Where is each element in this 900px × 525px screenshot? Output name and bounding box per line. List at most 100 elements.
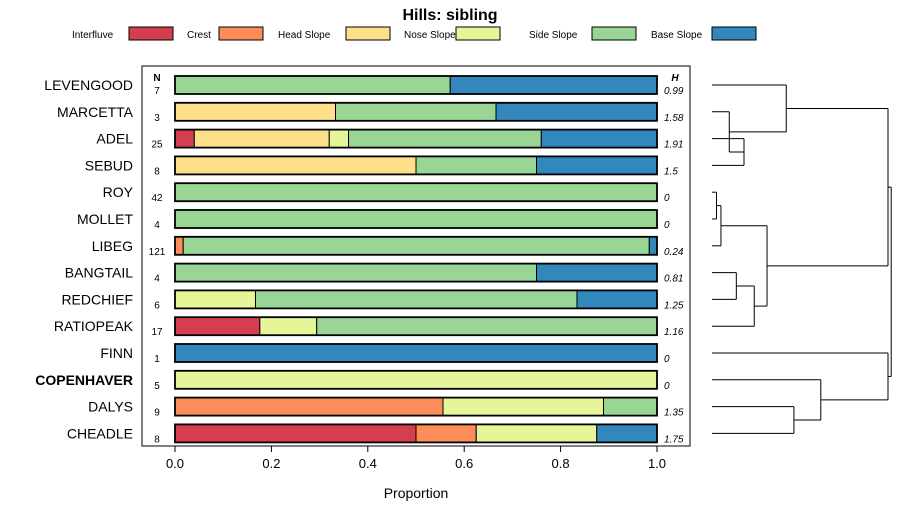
n-value-cheadle: 8 — [154, 434, 160, 445]
bar-segment-redchief-side-slope — [254, 289, 578, 309]
x-tick-label-2: 0.4 — [359, 456, 377, 471]
bar-segment-bangtail-side-slope — [174, 263, 537, 283]
h-column-header: H — [671, 73, 679, 84]
h-value-copenhaver: 0 — [664, 381, 670, 392]
bar-outline-roy — [174, 182, 658, 203]
row-label-redchief: REDCHIEF — [61, 291, 133, 307]
legend-label-nose-slope: Nose Slope — [404, 30, 456, 41]
bar-segment-ratiopeak-interfluve — [174, 316, 261, 336]
n-value-libeg: 121 — [149, 247, 166, 258]
h-value-finn: 0 — [664, 354, 670, 365]
row-label-bangtail: BANGTAIL — [65, 265, 133, 281]
bar-segment-cheadle-crest — [415, 423, 477, 443]
n-value-marcetta: 3 — [154, 113, 160, 124]
legend-swatch-interfluve — [128, 26, 174, 41]
bar-outline-redchief — [174, 289, 658, 310]
bar-segment-cheadle-base-slope — [596, 423, 658, 443]
bar-segment-copenhaver-nose-slope — [174, 370, 658, 390]
bar-segment-cheadle-nose-slope — [475, 423, 598, 443]
row-label-cheadle: CHEADLE — [67, 425, 133, 441]
row-label-ratiopeak: RATIOPEAK — [54, 318, 134, 334]
bar-segment-sebud-side-slope — [415, 155, 537, 175]
bar-segment-marcetta-side-slope — [335, 102, 497, 122]
bar-segment-sebud-head-slope — [174, 155, 417, 175]
x-tick-label-0: 0.0 — [166, 456, 184, 471]
bar-outline-levengood — [174, 75, 658, 95]
n-value-bangtail: 4 — [154, 274, 160, 285]
bar-segment-libeg-crest — [174, 236, 184, 256]
bar-segment-redchief-base-slope — [576, 289, 658, 309]
bar-segment-mollet-side-slope — [174, 209, 658, 229]
bar-segment-libeg-side-slope — [182, 236, 650, 256]
dendrogram — [712, 84, 892, 434]
bar-segment-levengood-side-slope — [174, 75, 451, 95]
n-value-dalys: 9 — [154, 408, 160, 419]
legend-label-side-slope: Side Slope — [529, 30, 578, 41]
legend-label-head-slope: Head Slope — [278, 30, 331, 41]
n-value-sebud: 8 — [154, 166, 160, 177]
x-tick-label-4: 0.8 — [552, 456, 570, 471]
bar-segment-dalys-side-slope — [602, 397, 658, 417]
n-value-adel: 25 — [151, 140, 163, 151]
row-label-marcetta: MARCETTA — [57, 104, 134, 120]
bar-outline-dalys — [174, 396, 658, 417]
bar-segment-levengood-base-slope — [449, 75, 658, 95]
legend-swatch-base-slope — [711, 26, 757, 41]
legend-label-crest: Crest — [187, 30, 211, 41]
row-label-copenhaver: COPENHAVER — [35, 372, 133, 388]
h-value-marcetta: 1.58 — [664, 113, 684, 124]
bar-outline-bangtail — [174, 262, 658, 283]
bar-segment-marcetta-head-slope — [174, 102, 337, 122]
bar-outline-libeg — [174, 235, 658, 256]
bar-segment-bangtail-base-slope — [536, 263, 658, 283]
bar-segment-marcetta-base-slope — [495, 102, 658, 122]
h-value-dalys: 1.35 — [664, 408, 684, 419]
chart-title: Hills: sibling — [402, 7, 497, 24]
bar-outline-adel — [174, 128, 658, 149]
bar-segment-redchief-nose-slope — [174, 289, 256, 309]
legend: Interfluve Crest Head Slope Nose Slope Side … — [72, 26, 757, 41]
row-label-adel: ADEL — [96, 131, 133, 147]
x-tick-label-5: 1.0 — [648, 456, 666, 471]
bar-segment-libeg-base-slope — [648, 236, 658, 256]
bar-outline-marcetta — [174, 101, 658, 122]
legend-label-base-slope: Base Slope — [651, 30, 703, 41]
bar-segment-ratiopeak-nose-slope — [259, 316, 318, 336]
row-label-roy: ROY — [103, 184, 134, 200]
n-value-redchief: 6 — [154, 300, 160, 311]
x-axis: 0.0 0.2 0.4 0.6 0.8 1.0 — [166, 446, 666, 471]
bar-outline-finn — [174, 343, 658, 363]
bar-segment-finn-base-slope — [174, 343, 658, 363]
row-label-sebud: SEBUD — [85, 157, 133, 173]
bar-segment-adel-interfluve — [174, 129, 195, 149]
bar-segment-cheadle-interfluve — [174, 423, 417, 443]
bar-segment-adel-base-slope — [540, 129, 658, 149]
h-value-adel: 1.91 — [664, 140, 683, 151]
row-label-finn: FINN — [100, 345, 133, 361]
n-value-levengood: 7 — [154, 86, 160, 97]
row-label-levengood: LEVENGOOD — [44, 77, 133, 93]
x-axis-label: Proportion — [384, 485, 449, 501]
h-value-ratiopeak: 1.16 — [664, 327, 684, 338]
bar-outline-sebud — [174, 155, 658, 176]
h-value-sebud: 1.5 — [664, 166, 678, 177]
x-tick-label-3: 0.6 — [455, 456, 473, 471]
h-value-roy: 0 — [664, 193, 670, 204]
bar-segment-adel-side-slope — [348, 129, 542, 149]
row-label-dalys: DALYS — [88, 399, 133, 415]
row-label-libeg: LIBEG — [92, 238, 133, 254]
n-value-ratiopeak: 17 — [151, 327, 163, 338]
n-value-finn: 1 — [154, 354, 160, 365]
n-column-header: N — [153, 73, 160, 84]
bar-segment-adel-head-slope — [193, 129, 330, 149]
bar-outline-cheadle — [174, 423, 658, 444]
bar-outline-copenhaver — [174, 369, 658, 390]
h-value-libeg: 0.24 — [664, 247, 684, 258]
h-value-levengood: 0.99 — [664, 86, 684, 97]
bar-outline-ratiopeak — [174, 316, 658, 337]
bar-segment-roy-side-slope — [174, 182, 658, 202]
bar-segment-adel-nose-slope — [328, 129, 350, 149]
h-value-cheadle: 1.75 — [664, 434, 684, 445]
x-tick-label-1: 0.2 — [262, 456, 280, 471]
